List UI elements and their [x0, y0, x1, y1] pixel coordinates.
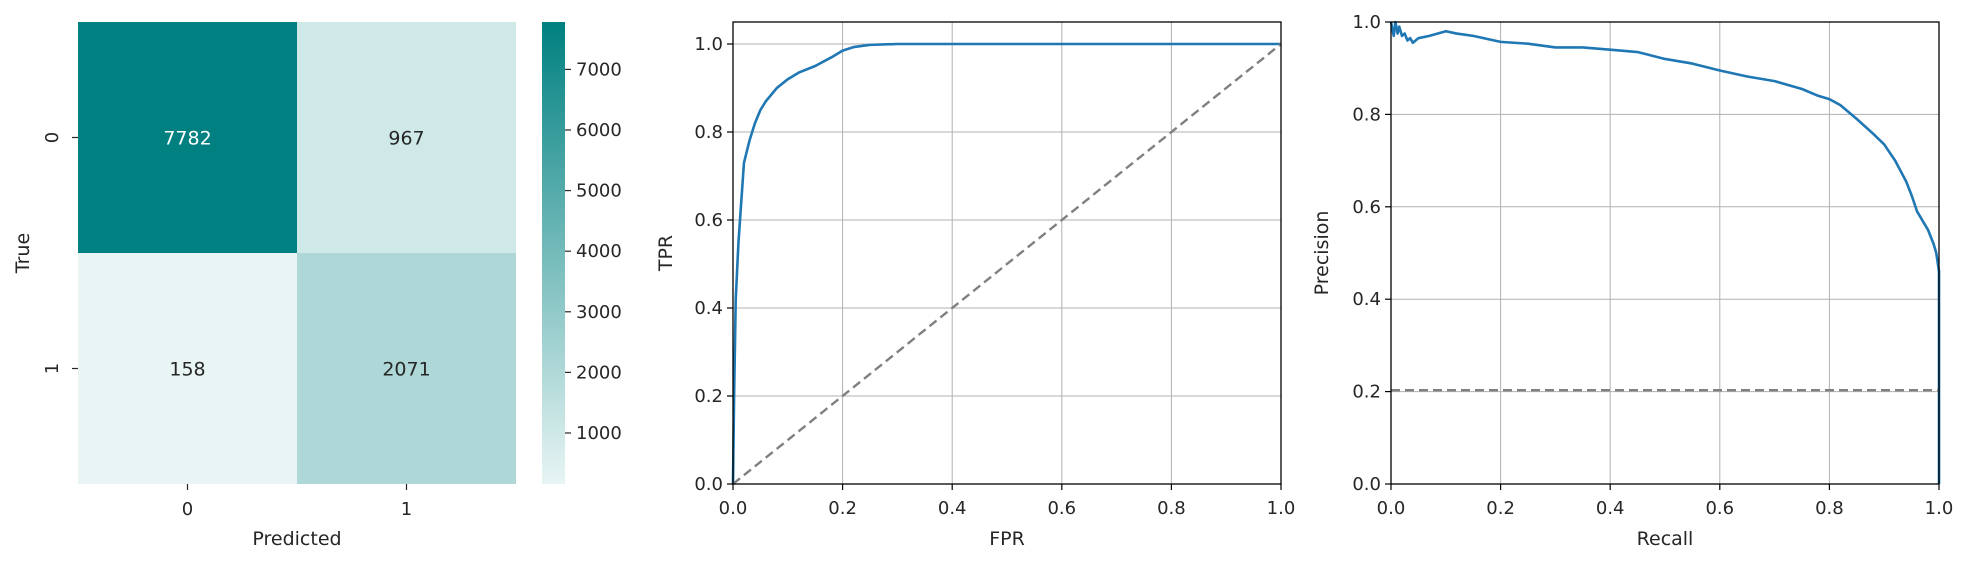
colorbar-ticks: 1000 2000 3000 4000 5000 6000 7000	[565, 59, 622, 444]
roc-x-tick-label-5: 1.0	[1267, 498, 1296, 519]
roc-gridlines	[732, 22, 1282, 485]
pr-x-axis-label: Recall	[1637, 528, 1694, 550]
heatmap-cell-0-1	[297, 22, 516, 253]
heatmap-cell-1-1	[297, 253, 516, 484]
pr-series	[1389, 20, 1941, 484]
roc-x-tick-label-4: 0.8	[1157, 498, 1186, 519]
pr-x-tick-label-0: 0.0	[1377, 498, 1406, 519]
roc-ticks: 0.0 0.2 0.4 0.6 0.8 1.0 0.0 0.2 0.4 0.6 0.8 1.0	[694, 34, 1295, 519]
roc-y-tick-label-0: 0.0	[694, 474, 723, 495]
heatmap-x-tick-label-1: 1	[401, 499, 412, 520]
pr-x-tick-label-3: 0.6	[1705, 498, 1734, 519]
heatmap-y-axis-label: True	[12, 233, 34, 274]
pr-y-tick-label-1: 0.2	[1352, 382, 1381, 403]
roc-curve-line	[731, 42, 1281, 485]
heatmap-y-tick-label-0: 0	[42, 132, 63, 143]
confusion-matrix-panel: 7782 967 158 2071 0 1 Predicted 0 1 True…	[12, 22, 622, 550]
colorbar-tick-label-2: 3000	[576, 302, 622, 323]
heatmap-y-tick-label-1: 1	[42, 363, 63, 374]
pr-x-tick-label-4: 0.8	[1815, 498, 1844, 519]
pr-y-tick-label-2: 0.4	[1352, 289, 1381, 310]
colorbar-tick-label-4: 5000	[576, 181, 622, 202]
heatmap-cells	[78, 22, 516, 484]
heatmap-cell-label-1-1: 2071	[382, 359, 430, 381]
pr-y-tick-label-4: 0.8	[1352, 104, 1381, 125]
roc-x-tick-label-2: 0.4	[938, 498, 967, 519]
roc-y-tick-label-4: 0.8	[694, 122, 723, 143]
colorbar: 1000 2000 3000 4000 5000 6000 7000	[542, 22, 622, 484]
roc-x-axis-label: FPR	[989, 528, 1025, 550]
heatmap-cell-label-0-1: 967	[388, 128, 424, 150]
heatmap-cell-0-0	[78, 22, 297, 253]
roc-y-tick-label-5: 1.0	[694, 34, 723, 55]
roc-y-tick-label-2: 0.4	[694, 298, 723, 319]
pr-x-tick-label-5: 1.0	[1925, 498, 1954, 519]
pr-axes-frame	[1390, 21, 1940, 485]
roc-baseline-line	[732, 43, 1282, 485]
pr-x-tick-label-1: 0.2	[1486, 498, 1515, 519]
pr-y-tick-label-0: 0.0	[1352, 474, 1381, 495]
colorbar-tick-label-6: 7000	[576, 59, 622, 80]
roc-panel: 0.0 0.2 0.4 0.6 0.8 1.0 0.0 0.2 0.4 0.6 0.8 1.0 FPR…	[655, 21, 1295, 550]
roc-x-tick-label-3: 0.6	[1047, 498, 1076, 519]
pr-gridlines	[1390, 21, 1940, 485]
roc-y-tick-label-3: 0.6	[694, 210, 723, 231]
pr-ticks: 0.0 0.2 0.4 0.6 0.8 1.0 0.0 0.2 0.4 0.6 0.8 1.0	[1352, 12, 1953, 519]
roc-x-tick-label-0: 0.0	[719, 498, 748, 519]
heatmap-x-axis-label: Predicted	[252, 528, 341, 550]
heatmap-x-tick-label-0: 0	[182, 499, 193, 520]
heatmap-cell-label-0-0: 7782	[163, 128, 211, 150]
pr-panel: 0.0 0.2 0.4 0.6 0.8 1.0 0.0 0.2 0.4 0.6 0.8 1.0 Rec…	[1311, 12, 1953, 550]
colorbar-gradient	[542, 22, 565, 484]
roc-series	[731, 42, 1282, 485]
pr-y-tick-label-5: 1.0	[1352, 12, 1381, 33]
colorbar-tick-label-1: 2000	[576, 362, 622, 383]
pr-x-tick-label-2: 0.4	[1596, 498, 1625, 519]
roc-x-tick-label-1: 0.2	[828, 498, 857, 519]
colorbar-tick-label-5: 6000	[576, 120, 622, 141]
colorbar-tick-label-3: 4000	[576, 241, 622, 262]
roc-y-axis-label: TPR	[655, 235, 677, 272]
colorbar-tick-label-0: 1000	[576, 423, 622, 444]
pr-y-axis-label: Precision	[1311, 211, 1333, 296]
roc-y-tick-label-1: 0.2	[694, 386, 723, 407]
pr-y-tick-label-3: 0.6	[1352, 197, 1381, 218]
heatmap-cell-label-1-0: 158	[169, 359, 205, 381]
pr-curve-line	[1389, 20, 1941, 484]
roc-axes-frame	[732, 21, 1282, 485]
heatmap-cell-1-0	[78, 253, 297, 484]
